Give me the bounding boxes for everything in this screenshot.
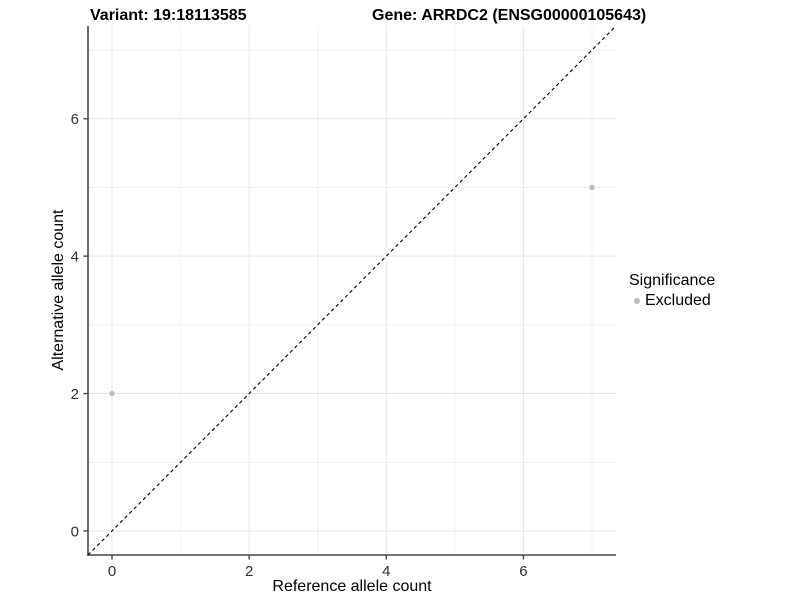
plot-title-gene: Gene: ARRDC2 (ENSG00000105643) — [372, 7, 646, 24]
legend-item-label: Excluded — [645, 292, 711, 309]
legend-title: Significance — [629, 272, 716, 289]
svg-text:2: 2 — [245, 563, 253, 580]
axis-lines — [87, 26, 616, 556]
legend: Significance Excluded — [629, 271, 715, 310]
svg-text:0: 0 — [71, 523, 79, 540]
svg-text:6: 6 — [71, 111, 79, 128]
svg-text:4: 4 — [382, 563, 390, 580]
axis-ticks — [83, 118, 525, 560]
data-points — [109, 184, 595, 397]
major-gridlines — [88, 26, 616, 555]
y-axis-title: Alternative allele count — [50, 209, 67, 371]
x-axis-title: Reference allele count — [272, 578, 432, 595]
svg-text:0: 0 — [108, 563, 116, 580]
legend-item-excluded: Excluded — [629, 292, 715, 310]
svg-text:2: 2 — [71, 386, 79, 403]
legend-point-dot-icon — [634, 298, 640, 304]
svg-text:4: 4 — [71, 249, 79, 266]
tick-labels: 0 2 4 6 0 2 4 6 — [71, 111, 528, 580]
plot-title-variant: Variant: 19:18113585 — [90, 7, 247, 24]
identity-reference-line — [87, 25, 617, 556]
svg-text:6: 6 — [519, 563, 527, 580]
minor-gridlines — [88, 26, 616, 555]
